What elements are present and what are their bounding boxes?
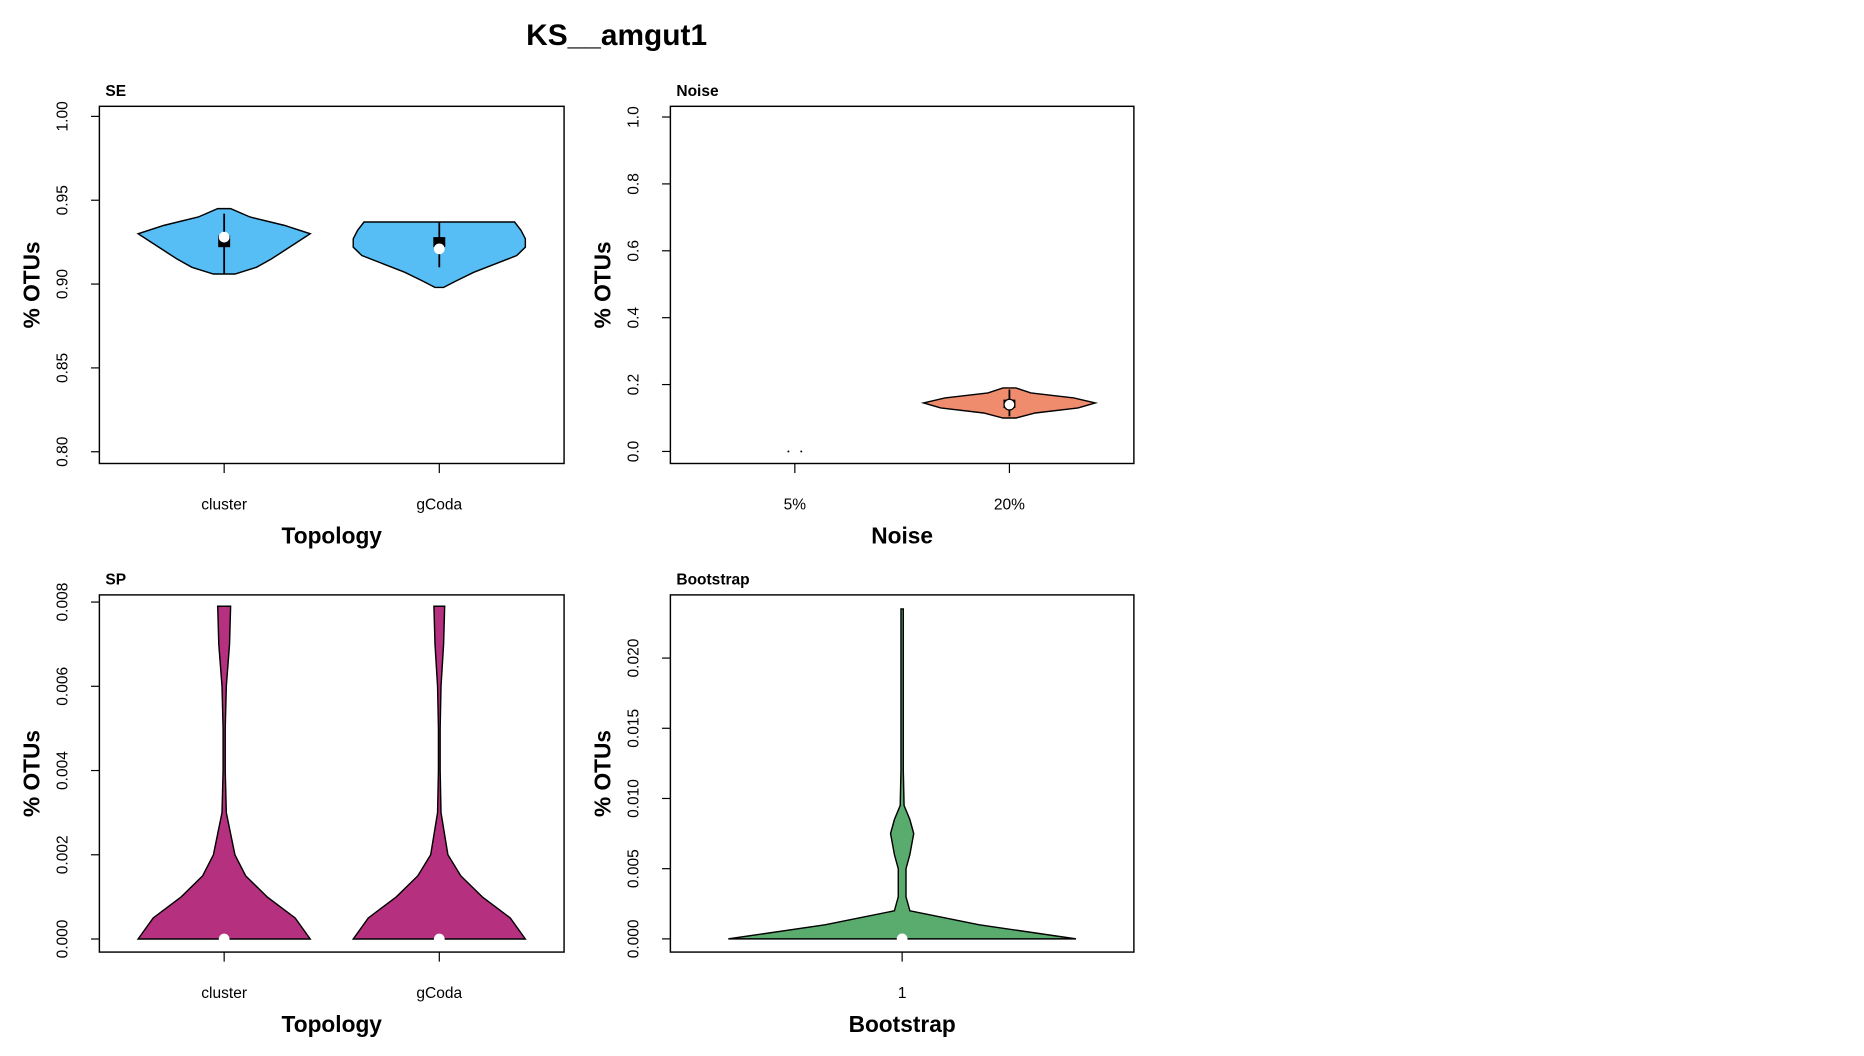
violin: [787, 450, 790, 453]
x-tick-label: gCoda: [416, 496, 462, 513]
y-tick-label: 0.008: [55, 583, 72, 622]
plot-frame: [98, 594, 565, 953]
panel-title: SE: [105, 83, 126, 100]
y-tick-label: 1.0: [626, 106, 643, 128]
y-tick-label: 0.002: [55, 835, 72, 874]
y-tick-label: 0.4: [626, 307, 643, 329]
iqr-box: [433, 237, 446, 248]
y-tick-label: 0.000: [55, 919, 72, 958]
figure-title: KS__amgut1: [526, 19, 707, 52]
x-tick-label: 1: [898, 985, 907, 1002]
y-tick-label: 0.95: [55, 185, 72, 215]
x-tick-label: gCoda: [416, 985, 462, 1002]
x-axis-label: Topology: [282, 1011, 383, 1037]
y-tick-label: 0.80: [55, 436, 72, 467]
y-axis-label: % OTUs: [19, 241, 45, 328]
plot-frame: [98, 105, 565, 465]
y-axis-label: % OTUs: [590, 730, 616, 817]
y-tick-label: 0.2: [626, 374, 643, 396]
median: [433, 933, 445, 945]
y-tick-label: 0.0: [626, 440, 643, 462]
median: [218, 231, 230, 243]
y-tick-label: 0.8: [626, 173, 643, 195]
y-tick-label: 0.010: [626, 779, 643, 818]
y-tick-label: 0.015: [626, 709, 643, 748]
panel-title: Bootstrap: [676, 572, 749, 589]
violin: [800, 450, 803, 453]
y-tick-label: 0.020: [626, 638, 643, 677]
y-tick-label: 0.90: [55, 269, 72, 300]
x-axis-label: Bootstrap: [849, 1011, 956, 1037]
violin: [351, 605, 527, 940]
y-tick-label: 0.000: [626, 919, 643, 958]
median: [896, 933, 908, 945]
violin: [136, 605, 312, 940]
x-tick-label: 20%: [994, 496, 1025, 513]
x-tick-label: cluster: [201, 985, 247, 1002]
panel-title: SP: [105, 572, 126, 589]
y-tick-label: 0.004: [55, 751, 72, 790]
median: [218, 933, 230, 945]
x-axis-label: Topology: [282, 523, 383, 549]
y-tick-label: 1.00: [55, 101, 72, 132]
x-tick-label: cluster: [201, 496, 247, 513]
x-tick-label: 5%: [784, 496, 807, 513]
panel-title: Noise: [676, 83, 719, 100]
median: [433, 243, 445, 255]
violin: [728, 608, 1077, 940]
x-axis-label: Noise: [871, 523, 933, 549]
y-tick-label: 0.6: [626, 240, 643, 262]
y-tick-label: 0.85: [55, 353, 72, 383]
y-axis-label: % OTUs: [19, 730, 45, 817]
y-tick-label: 0.006: [55, 667, 72, 706]
y-tick-label: 0.005: [626, 849, 643, 888]
y-axis-label: % OTUs: [590, 241, 616, 328]
median: [1003, 398, 1016, 411]
plot-frame: [669, 105, 1135, 465]
